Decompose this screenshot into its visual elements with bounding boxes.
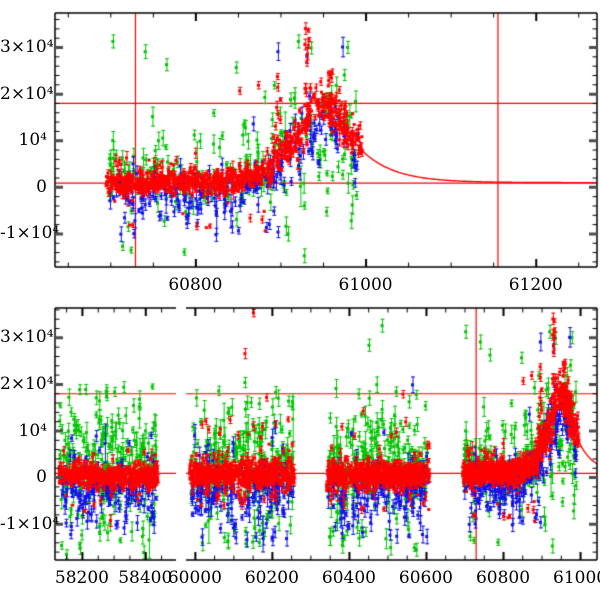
x-tick-label: 58400 bbox=[118, 568, 173, 588]
y-tick-label: 3×10⁴ bbox=[0, 327, 54, 348]
y-tick-label: 0 bbox=[36, 176, 47, 197]
y-tick-label: 2×10⁴ bbox=[0, 373, 54, 394]
x-tick-label: 60600 bbox=[398, 568, 454, 588]
x-tick-label: 60000 bbox=[167, 568, 222, 588]
y-tick-label: 3×10⁴ bbox=[0, 37, 54, 58]
x-tick-label: 60800 bbox=[475, 568, 531, 588]
y-tick-label: 2×10⁴ bbox=[0, 83, 54, 104]
x-tick-label: 61000 bbox=[553, 568, 600, 588]
x-tick-label: 60400 bbox=[321, 568, 376, 588]
y-tick-label: 10⁴ bbox=[18, 130, 47, 151]
x-tick-label: 60200 bbox=[244, 568, 299, 588]
x-tick-label: 60800 bbox=[168, 275, 223, 295]
y-tick-label: -1×10⁴ bbox=[0, 513, 60, 534]
x-tick-label: 58200 bbox=[54, 568, 109, 588]
y-tick-label: 10⁴ bbox=[18, 420, 47, 441]
y-tick-label: -1×10⁴ bbox=[0, 223, 60, 244]
x-tick-label: 61000 bbox=[338, 275, 393, 295]
x-tick-label: 61200 bbox=[508, 275, 563, 295]
y-tick-label: 0 bbox=[36, 467, 47, 488]
